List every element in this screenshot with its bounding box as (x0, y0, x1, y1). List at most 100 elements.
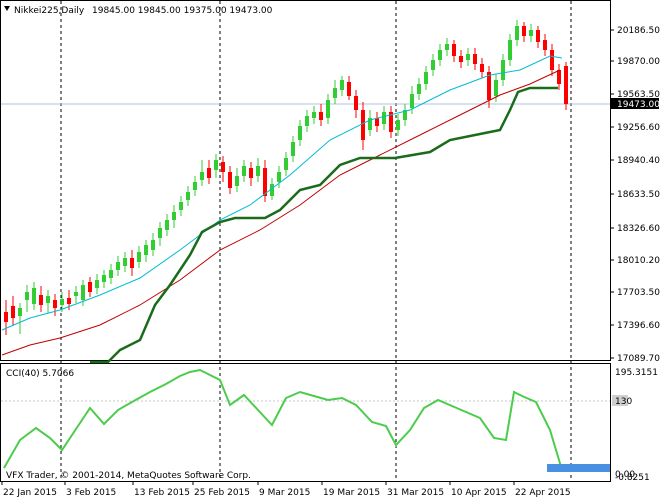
cci-line (3, 368, 563, 471)
time-axis-label: 22 Jan 2015 (3, 488, 57, 498)
candle-body (81, 285, 85, 300)
chart-header: Nikkei225,Daily 19845.00 19845.00 19375.… (4, 6, 273, 16)
price-tick-label: 18010.20 (617, 256, 660, 266)
price-tick-label: 18633.50 (617, 190, 660, 200)
candle-body (242, 166, 246, 176)
candle-body (137, 252, 141, 262)
candle-body (396, 120, 400, 130)
time-axis-label: 22 Apr 2015 (515, 488, 571, 498)
candle-body (109, 270, 113, 278)
time-axis-label: 9 Mar 2015 (259, 488, 310, 498)
candle-body (235, 176, 239, 186)
candle-body (508, 40, 512, 60)
candle-body (557, 70, 561, 84)
indicator-frame (0, 363, 611, 482)
candle-body (298, 126, 302, 140)
candle-body (53, 300, 57, 308)
price-tick-label: 17396.60 (617, 321, 660, 331)
candle-body (172, 212, 176, 220)
candle-body (564, 66, 568, 104)
candle-body (312, 112, 316, 118)
time-axis-label: 3 Feb 2015 (66, 488, 116, 498)
candle-body (333, 88, 337, 98)
price-tick-label: 18326.60 (617, 224, 660, 234)
candle-body (543, 40, 547, 50)
candle-body (11, 306, 15, 318)
candle-body (158, 228, 162, 238)
time-axis-label: 19 Mar 2015 (323, 488, 380, 498)
candle-body (466, 54, 470, 60)
candle-body (319, 112, 323, 120)
candle-body (165, 220, 169, 230)
candle-body (214, 160, 218, 170)
main-chart-frame (0, 0, 611, 361)
candle-body (382, 112, 386, 124)
cci-tick-label: 130 (615, 397, 632, 407)
candle-body (536, 30, 540, 42)
candle-body (550, 50, 554, 70)
candle-body (326, 100, 330, 118)
dropdown-triangle-icon[interactable] (4, 6, 10, 11)
candle-body (431, 60, 435, 70)
candle-body (277, 172, 281, 182)
candle-body (130, 258, 134, 268)
candle-body (494, 80, 498, 96)
candle-body (291, 142, 295, 156)
candle-body (102, 275, 106, 282)
time-axis-label: 25 Feb 2015 (194, 488, 250, 498)
candle-body (347, 82, 351, 96)
candle-body (151, 240, 155, 250)
candle-body (46, 296, 50, 303)
moving-average-cyan (1, 55, 563, 331)
candle-body (249, 168, 253, 178)
time-axis: 22 Jan 2015 3 Feb 2015 13 Feb 2015 25 Feb 2… (1, 481, 571, 498)
candle-body (60, 299, 64, 305)
candle-body (522, 26, 526, 36)
candle-body (123, 258, 127, 266)
candle-body (193, 182, 197, 190)
candle-body (4, 312, 8, 322)
price-tick-label: 19563.50 (617, 90, 660, 100)
candle-body (487, 72, 491, 100)
candle-body (445, 44, 449, 50)
period-separators (60, 1, 572, 481)
candle-body (32, 288, 36, 304)
candle-body (144, 245, 148, 255)
price-tick-label: 19256.60 (617, 123, 660, 133)
candle-body (18, 308, 22, 316)
candle-body (74, 292, 78, 296)
candle-body (361, 110, 365, 140)
cci-histogram-highlight (547, 464, 610, 472)
price-tick-label: 17703.50 (617, 288, 660, 298)
cci-tick-label: 195.3151 (615, 368, 658, 378)
candle-body (221, 162, 225, 172)
current-price-marker: 19473.00 (611, 98, 660, 110)
cci-tick-label: -0.8251 (615, 473, 650, 483)
time-axis-label: 31 Mar 2015 (387, 488, 444, 498)
candle-body (354, 96, 358, 110)
cci-axis: 195.3151 130 0.00-0.8251 (612, 368, 658, 483)
candle-body (459, 56, 463, 62)
candle-body (515, 26, 519, 40)
candle-body (305, 116, 309, 126)
candle-body (403, 110, 407, 120)
candle-body (39, 295, 43, 305)
candle-body (256, 166, 260, 176)
moving-average-red (1, 69, 561, 356)
ohlc-values: 19845.00 19845.00 19375.00 19473.00 (92, 6, 273, 16)
cci-level-marker (612, 395, 628, 406)
candle-body (340, 80, 344, 90)
candle-body (25, 292, 29, 300)
candle-body (452, 44, 456, 56)
candle-body (501, 60, 505, 80)
time-axis-label: 13 Feb 2015 (134, 488, 190, 498)
symbol-label: Nikkei225,Daily (14, 6, 85, 16)
candle-body (67, 298, 71, 304)
candle-body (186, 192, 190, 200)
candle-body (480, 64, 484, 72)
price-tick-label: 17089.70 (617, 354, 660, 364)
candle-body (529, 30, 533, 36)
current-price-label: 19473.00 (617, 100, 660, 110)
candle-body (179, 202, 183, 210)
